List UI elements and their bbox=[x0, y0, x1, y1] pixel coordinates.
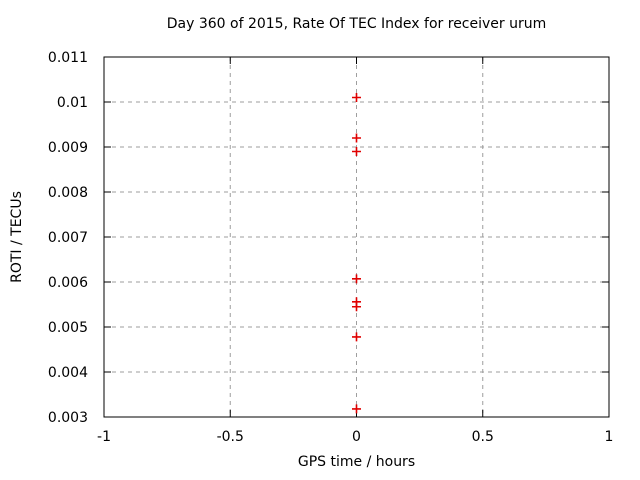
y-tick-label: 0.004 bbox=[48, 365, 88, 381]
data-point-marker bbox=[352, 332, 361, 342]
y-tick-label: 0.011 bbox=[48, 50, 88, 66]
y-tick-label: 0.006 bbox=[48, 275, 88, 291]
y-tick-label: 0.003 bbox=[48, 410, 88, 426]
data-point-marker bbox=[352, 93, 361, 102]
x-tick-label: 0.5 bbox=[472, 429, 494, 445]
y-tick-label: 0.009 bbox=[48, 140, 88, 156]
y-tick-label: 0.007 bbox=[48, 230, 88, 246]
data-point-marker bbox=[352, 302, 361, 312]
x-tick-label: -0.5 bbox=[217, 429, 244, 445]
chart-title: Day 360 of 2015, Rate Of TEC Index for r… bbox=[166, 16, 547, 32]
x-tick-label: 1 bbox=[605, 429, 614, 445]
y-axis-label: ROTI / TECUs bbox=[9, 191, 25, 283]
data-point-marker bbox=[352, 133, 361, 143]
data-point-marker bbox=[352, 274, 361, 284]
x-tick-label: -1 bbox=[97, 429, 111, 445]
y-tick-label: 0.01 bbox=[57, 95, 88, 111]
y-tick-label: 0.005 bbox=[48, 320, 88, 336]
data-point-marker bbox=[352, 404, 361, 414]
x-tick-label: 0 bbox=[352, 429, 361, 445]
data-point-marker bbox=[352, 147, 361, 156]
x-axis-label: GPS time / hours bbox=[297, 454, 416, 470]
y-tick-label: 0.008 bbox=[48, 185, 88, 201]
